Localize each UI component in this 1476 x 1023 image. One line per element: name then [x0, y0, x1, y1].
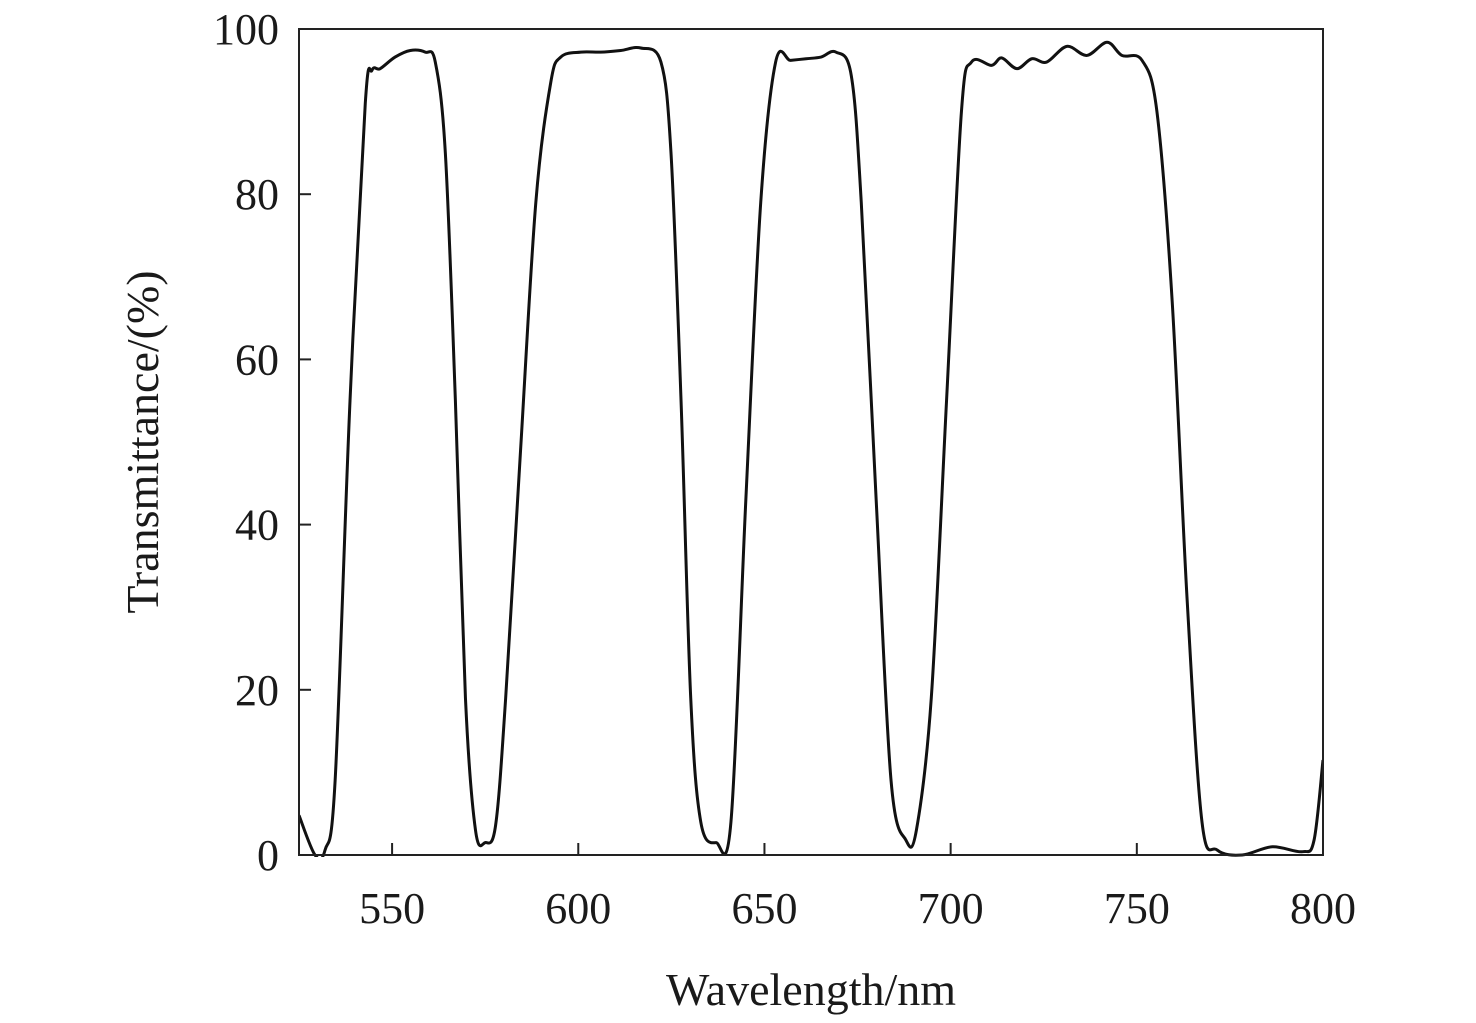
y-axis-label: Transmittance/(%) [117, 270, 168, 613]
transmittance-line [299, 40, 1323, 857]
y-tick-label: 40 [235, 501, 279, 550]
y-tick-label: 100 [213, 5, 279, 54]
y-tick-label: 60 [235, 335, 279, 384]
y-tick-label: 80 [235, 170, 279, 219]
y-tick-label: 20 [235, 666, 279, 715]
y-tick-label: 0 [257, 831, 279, 880]
x-axis-label: Wavelength/nm [666, 964, 956, 1015]
x-tick-label: 800 [1290, 884, 1356, 933]
x-tick-label: 650 [731, 884, 797, 933]
plot-frame [298, 28, 1324, 856]
x-tick-label: 600 [545, 884, 611, 933]
x-tick-label: 550 [359, 884, 425, 933]
x-tick-label: 750 [1104, 884, 1170, 933]
x-tick-label: 700 [918, 884, 984, 933]
